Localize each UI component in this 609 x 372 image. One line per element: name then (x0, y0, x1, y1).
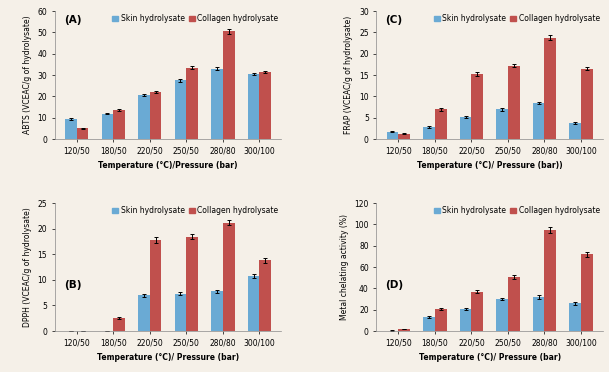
Bar (259, 72, 271, 139)
X-axis label: Temperature (°C)/ Pressure (bar): Temperature (°C)/ Pressure (bar) (97, 353, 239, 362)
Legend: Skin hydrolysate, Collagen hydrolysate: Skin hydrolysate, Collagen hydrolysate (111, 204, 280, 217)
Bar (248, 74, 259, 139)
Bar (398, 134, 410, 139)
Text: (A): (A) (64, 15, 82, 25)
Bar (471, 292, 483, 331)
Text: (D): (D) (385, 280, 404, 290)
Bar (211, 291, 223, 331)
Bar (581, 254, 593, 331)
Bar (175, 294, 186, 331)
Legend: Skin hydrolysate, Collagen hydrolysate: Skin hydrolysate, Collagen hydrolysate (432, 12, 601, 25)
Bar (113, 318, 125, 331)
Bar (423, 127, 435, 139)
Legend: Skin hydrolysate, Collagen hydrolysate: Skin hydrolysate, Collagen hydrolysate (111, 12, 280, 25)
Bar (138, 95, 150, 139)
Bar (186, 68, 198, 139)
Bar (435, 309, 446, 331)
Bar (569, 124, 581, 139)
Bar (533, 297, 544, 331)
Bar (65, 119, 77, 139)
Bar (460, 309, 471, 331)
Bar (496, 299, 508, 331)
Bar (259, 260, 271, 331)
Text: (C): (C) (385, 15, 403, 25)
Bar (508, 277, 519, 331)
Bar (581, 69, 593, 139)
Bar (533, 103, 544, 139)
Bar (113, 110, 125, 139)
Bar (223, 222, 234, 331)
Bar (248, 276, 259, 331)
X-axis label: Temperature (°C)/ Pressure (bar): Temperature (°C)/ Pressure (bar) (418, 353, 561, 362)
Bar (102, 113, 113, 139)
Bar (496, 109, 508, 139)
Bar (471, 74, 483, 139)
Bar (211, 69, 223, 139)
Bar (460, 117, 471, 139)
Bar (508, 66, 519, 139)
Y-axis label: ABTS (VCEAC/g of hydrolysate): ABTS (VCEAC/g of hydrolysate) (23, 16, 32, 134)
X-axis label: Temperature (°C)/Pressure (bar): Temperature (°C)/Pressure (bar) (98, 161, 238, 170)
Text: (B): (B) (64, 280, 82, 290)
Y-axis label: FRAP (VCEAC/g of hydrolysate): FRAP (VCEAC/g of hydrolysate) (345, 16, 353, 134)
Bar (186, 237, 198, 331)
Bar (387, 132, 398, 139)
Bar (398, 329, 410, 331)
Legend: Skin hydrolysate, Collagen hydrolysate: Skin hydrolysate, Collagen hydrolysate (432, 204, 601, 217)
Bar (175, 80, 186, 139)
Bar (77, 128, 88, 139)
X-axis label: Temperature (°C)/ Pressure (bar)): Temperature (°C)/ Pressure (bar)) (417, 161, 563, 170)
Bar (150, 92, 161, 139)
Bar (138, 295, 150, 331)
Y-axis label: Metal chelating activity (%): Metal chelating activity (%) (340, 214, 349, 320)
Bar (569, 303, 581, 331)
Bar (150, 240, 161, 331)
Bar (544, 38, 556, 139)
Y-axis label: DPPH (VCEAC/g of hydrolysate): DPPH (VCEAC/g of hydrolysate) (23, 207, 32, 327)
Bar (223, 31, 234, 139)
Bar (544, 230, 556, 331)
Bar (435, 109, 446, 139)
Bar (423, 317, 435, 331)
